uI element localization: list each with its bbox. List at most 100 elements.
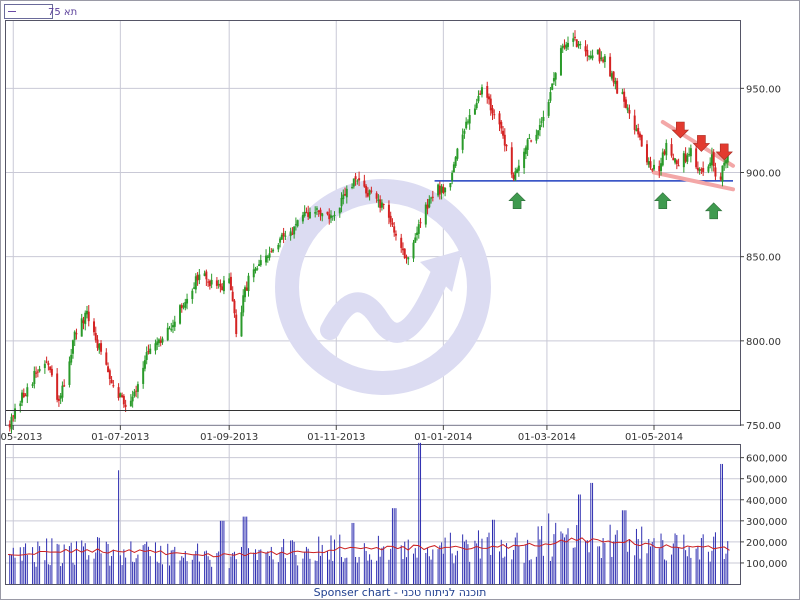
candle-body: [235, 314, 238, 335]
candle-body: [326, 211, 329, 215]
date-axis: 01-05-2013 01-07-2013 01-09-2013 01-11-2013…: [0, 425, 683, 443]
price-panel: [5, 20, 741, 426]
candle-body: [305, 212, 308, 214]
candle-body: [319, 209, 322, 215]
candle-body: [649, 161, 652, 168]
volume-average-line: [7, 537, 730, 558]
candle-body: [487, 96, 490, 100]
candle-body: [231, 291, 234, 302]
candle-body: [547, 101, 550, 116]
candle-body: [588, 56, 591, 58]
candle-body: [379, 199, 382, 208]
watermark-logo: [275, 179, 491, 395]
candle-body: [479, 93, 482, 95]
candle-body: [449, 183, 452, 188]
candle-body: [303, 211, 306, 217]
candle-body: [245, 287, 248, 291]
candle-body: [252, 269, 255, 278]
date-tick-label: 01-05-2013: [0, 432, 42, 443]
candle-body: [112, 385, 115, 387]
candle-body: [282, 233, 285, 237]
sponsor-footer: Sponser chart - תוכנה לניתוח טכני: [314, 586, 487, 599]
candle-body: [645, 144, 648, 163]
candle-body: [428, 199, 431, 208]
candle-body: [61, 385, 64, 398]
candle-body: [401, 248, 404, 251]
candle-body: [21, 392, 24, 403]
candle-body: [561, 46, 564, 49]
candle-body: [438, 185, 441, 195]
candle-body: [493, 114, 496, 116]
candle-body: [307, 212, 310, 217]
candle-body: [191, 290, 194, 300]
candle-body: [684, 153, 687, 162]
date-tick-label: 01-05-2014: [625, 432, 683, 443]
candle-body: [498, 113, 501, 125]
candle-body: [45, 361, 48, 363]
candle-body: [389, 215, 392, 223]
candle-body: [19, 403, 22, 407]
date-tick-label: 01-07-2013: [91, 432, 149, 443]
candle-body: [242, 295, 245, 313]
candle-body: [68, 361, 71, 385]
candle-body: [186, 298, 189, 304]
candle-body: [280, 234, 283, 240]
candle-body: [351, 186, 354, 188]
candle-body: [117, 387, 120, 399]
candle-body: [603, 56, 606, 63]
candle-body: [635, 129, 638, 132]
candle-body: [75, 333, 78, 335]
date-tick-label: 01-01-2014: [414, 432, 472, 443]
candle-body: [210, 279, 213, 285]
candle-body: [228, 278, 231, 283]
candle-body: [333, 214, 336, 216]
candle-body: [344, 194, 347, 196]
candle-body: [451, 172, 454, 181]
candle-body: [589, 55, 592, 59]
candle-body: [340, 197, 343, 207]
candle-body: [658, 165, 661, 172]
candle-body: [352, 178, 355, 187]
candle-body: [157, 339, 160, 344]
candle-body: [672, 157, 675, 161]
candle-body: [270, 251, 273, 253]
candle-body: [24, 395, 27, 397]
volume-y-tick-label: 100,000: [746, 559, 787, 570]
candle-body: [503, 134, 506, 146]
candle-body: [431, 196, 434, 198]
candle-body: [317, 210, 320, 212]
candle-body: [22, 392, 25, 398]
candle-body: [577, 43, 580, 46]
candle-body: [43, 363, 46, 369]
candle-body: [166, 327, 169, 341]
candle-body: [382, 203, 385, 205]
candle-body: [291, 233, 294, 235]
candle-body: [8, 424, 11, 428]
candle-body: [424, 204, 427, 225]
candle-body: [572, 38, 575, 42]
candle-body: [407, 257, 410, 260]
candle-body: [184, 301, 187, 308]
candle-body: [284, 235, 287, 237]
annotation-layer: [508, 121, 733, 220]
candle-body: [168, 328, 171, 330]
candle-body: [308, 211, 311, 219]
price-y-axis: 950.00 900.00 850.00 800.00 750.00: [740, 84, 781, 432]
candle-body: [584, 46, 587, 52]
candle-body: [598, 49, 601, 62]
volume-grid: [6, 445, 740, 584]
candle-body: [710, 154, 713, 166]
legend-box: תא 75: [4, 4, 77, 19]
candle-body: [726, 154, 729, 163]
candle-body: [542, 116, 545, 121]
candle-body: [526, 139, 529, 150]
candle-body: [698, 169, 701, 172]
candle-body: [240, 312, 243, 337]
candle-body: [289, 231, 292, 237]
candle-body: [93, 321, 96, 333]
candle-body: [172, 325, 175, 328]
candle-body: [640, 134, 643, 147]
candle-body: [637, 127, 640, 135]
price-y-tick-label: 850.00: [746, 253, 781, 264]
candle-body: [135, 390, 138, 392]
